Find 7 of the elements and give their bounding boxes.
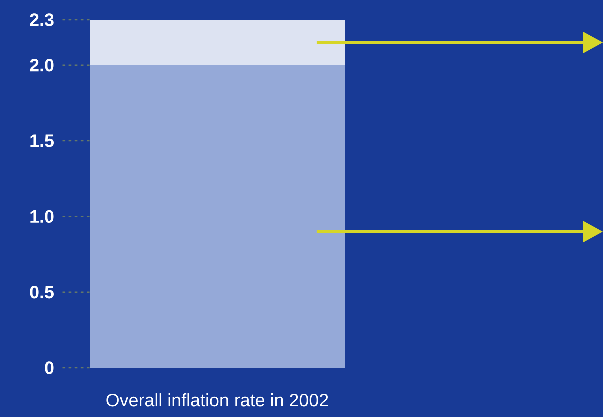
y-tick-label: 1.0 — [30, 210, 54, 224]
y-tick-label: 1.5 — [30, 134, 54, 148]
y-tick-label: 2.0 — [30, 59, 54, 72]
y-tick-label: 2.3 — [30, 14, 54, 26]
y-tick-label: 0 — [45, 362, 54, 374]
x-tick-label: Overall inflation rate in 2002 — [106, 394, 328, 407]
y-tick-label: 0.5 — [30, 286, 54, 299]
